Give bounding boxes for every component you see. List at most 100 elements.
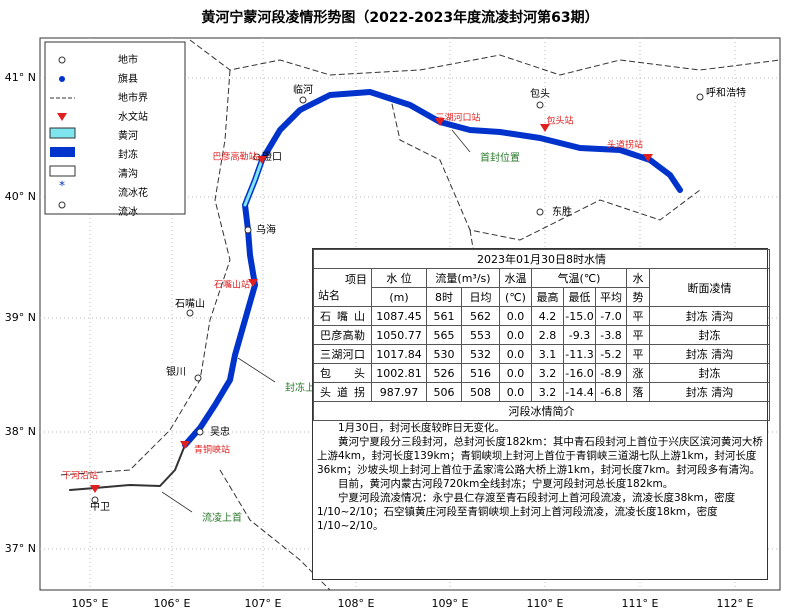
table-cell: 0.0 (499, 325, 532, 345)
table-row: 包头 1002.81 526 516 0.0 3.2 -16.0 -8.9 涨封冻 (313, 363, 770, 383)
lat-label: 41° N (5, 71, 36, 84)
paragraph: 黄河宁夏段分三段封河，总封河长度182km：其中青石段封河上首位于兴庆区滨河黄河… (317, 436, 763, 476)
table-cell: 封冻 (649, 325, 770, 345)
table-row: 河段冰情简介 (313, 401, 770, 421)
table-cell: 封冻 清沟 (649, 382, 770, 402)
station-marker (540, 124, 550, 132)
lon-label: 108° E (338, 597, 375, 610)
table-cell: 3.2 (531, 363, 564, 383)
legend-label: 封冻 (118, 148, 138, 161)
table-cell: -7.0 (595, 306, 627, 326)
legend-box (44, 41, 186, 215)
legend-label: 旗县 (118, 72, 138, 85)
annotation-leader (451, 129, 471, 153)
table-cell: 封冻 清沟 (649, 344, 770, 364)
table-cell: 4.2 (531, 306, 564, 326)
table-cell: 987.97 (371, 382, 427, 402)
table-row: 头道拐 987.97 506 508 0.0 3.2 -14.4 -6.8 落封冻 清沟 (313, 382, 770, 402)
city-label: 呼和浩特 (706, 87, 746, 99)
table-cell: 562 (461, 306, 500, 326)
city-dot (696, 93, 704, 101)
table-cell: -5.2 (595, 344, 627, 364)
lon-label: 106° E (154, 597, 191, 610)
city-label: 银川 (166, 365, 186, 378)
city-label: 中卫 (90, 500, 110, 513)
paragraph: 目前，黄河内蒙古河段720km全线封冻；宁夏河段封河总长度182km。 (338, 478, 674, 490)
legend-symbols: * (49, 56, 76, 209)
station-label: 石嘴山站 (214, 279, 250, 291)
table-cell: 水温 (499, 268, 532, 288)
table-cell: 532 (461, 344, 500, 364)
station-label: 包头站 (546, 115, 573, 127)
city-dot (244, 226, 252, 234)
city-dot (186, 309, 194, 317)
table-cell: 平均 (595, 287, 627, 307)
table-cell: 516 (461, 363, 500, 383)
annotation-label: 首封位置 (480, 151, 520, 164)
table-cell: -16.0 (563, 363, 596, 383)
legend-label: 流冰 (118, 205, 138, 218)
table-cell: 封冻 (649, 363, 770, 383)
legend-label: 水文站 (118, 110, 148, 123)
table-cell: 1017.84 (371, 344, 427, 364)
station-marker (643, 154, 653, 162)
table-cell: 2.8 (531, 325, 564, 345)
lon-label: 109° E (432, 597, 469, 610)
station-marker (248, 279, 258, 287)
station-label: 下河沿站 (62, 470, 98, 482)
table-cell: -11.3 (563, 344, 596, 364)
city-dot (194, 374, 202, 382)
table-cell: 565 (426, 325, 462, 345)
legend-label: 流冰花 (118, 186, 148, 199)
table-cell: 526 (426, 363, 462, 383)
table-cell: 流量(m³/s) (426, 268, 500, 288)
table-cell: 506 (426, 382, 462, 402)
legend-label: 黄河 (118, 129, 138, 142)
lat-label: 38° N (5, 425, 36, 438)
city-label: 临河 (293, 83, 313, 96)
lat-label: 39° N (5, 311, 36, 324)
city-label: 磴口 (262, 150, 282, 163)
header-label: 站名 (318, 288, 340, 302)
table-cell: 涨 (626, 363, 650, 383)
table-cell: -9.3 (563, 325, 596, 345)
table-cell: 头道拐 (313, 382, 372, 402)
table-row: 三湖河口 1017.84 530 532 0.0 3.1 -11.3 -5.2 平封冻 清沟 (313, 344, 770, 364)
city-label: 乌海 (256, 223, 276, 236)
table-row: (m) 8时 日均 (℃) 最高 最低 平均势 (314, 287, 770, 307)
table-cell: 落 (626, 382, 650, 402)
table-cell: 508 (461, 382, 500, 402)
table-cell: 气温(℃) (531, 268, 627, 288)
header-corner: 项目 站名 (313, 268, 372, 307)
lon-label: 112° E (717, 597, 754, 610)
city-dot (536, 208, 544, 216)
header-label: 项目 (345, 272, 367, 286)
legend-label: 地市 (118, 53, 138, 66)
table-cell: 530 (426, 344, 462, 364)
annotation-leader (237, 357, 276, 383)
table-cell: 水 (626, 268, 650, 288)
section-title: 河段冰情简介 (313, 401, 770, 421)
station-label: 青铜峡站 (194, 444, 230, 456)
map-title: 黄河宁蒙河段凌情形势图（2022-2023年度流凌封河第63期） (201, 9, 598, 26)
table-cell: 水 位 (371, 268, 427, 288)
table-cell: (m) (371, 287, 427, 307)
table-cell: 8时 (426, 287, 462, 307)
paragraph: 1月30日，封河长度较昨日无变化。 (338, 422, 506, 434)
table-cell: -3.8 (595, 325, 627, 345)
table-cell: 最低 (563, 287, 596, 307)
table-cell: 0.0 (499, 382, 532, 402)
table-cell: 三湖河口 (313, 344, 372, 364)
station-label: 头道拐站 (607, 139, 643, 151)
lon-label: 111° E (622, 597, 659, 610)
table-cell: 0.0 (499, 306, 532, 326)
table-cell: 0.0 (499, 344, 532, 364)
table-cell: 平 (626, 344, 650, 364)
table-cell: 3.2 (531, 382, 564, 402)
station-marker (180, 441, 190, 449)
city-dot (196, 428, 204, 436)
lon-label: 107° E (245, 597, 282, 610)
table-row: 石嘴山 1087.45 561 562 0.0 4.2 -15.0 -7.0 平封冻 清沟 (313, 306, 770, 326)
lon-label: 105° E (72, 597, 109, 610)
